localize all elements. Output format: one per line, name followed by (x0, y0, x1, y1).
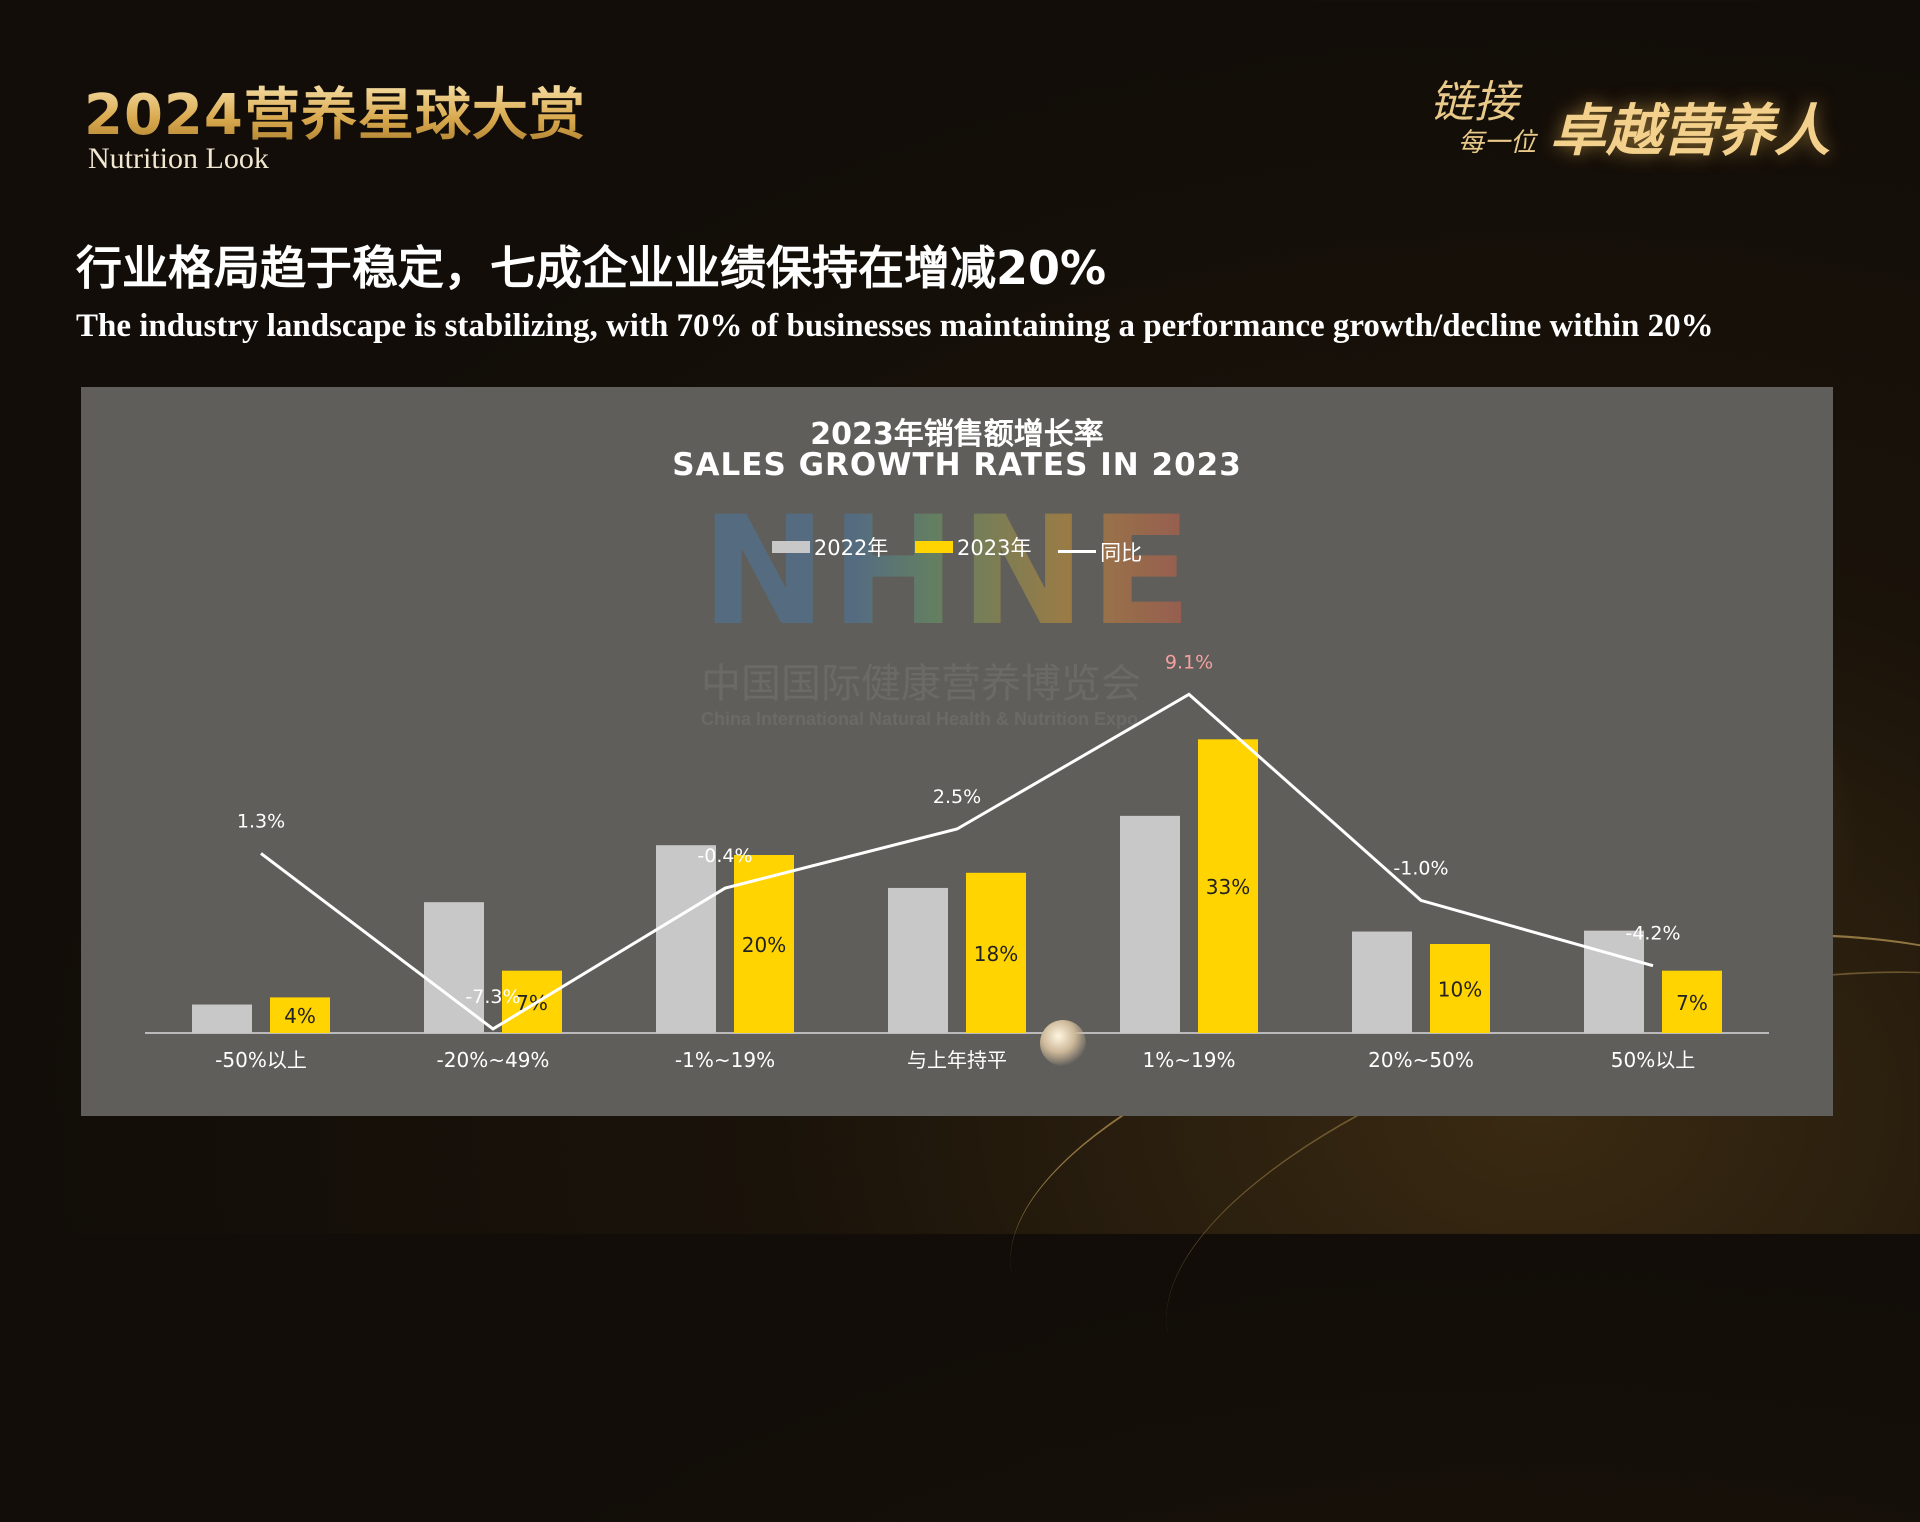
yoy-line (260, 692, 1654, 1031)
x-tick-label-2: -1%~19% (675, 1048, 775, 1072)
slogan-small-2: 每一位 (1458, 128, 1537, 158)
legend-label-2022: 2022年 (813, 536, 889, 560)
x-tick-label-5: 20%~50% (1368, 1048, 1474, 1072)
yoy-label-2: -0.4% (697, 845, 752, 867)
bar-2022-2 (656, 845, 716, 1033)
chart-panel: NHNE 中国国际健康营养博览会 China International Nat… (81, 387, 1833, 1116)
legend-line-yoy (1058, 550, 1097, 553)
brand-subtitle: Nutrition Look (88, 142, 269, 175)
bar-2023-label-3: 18% (974, 942, 1018, 966)
x-tick-label-0: -50%以上 (215, 1048, 307, 1072)
yoy-label-6: -4.2% (1625, 923, 1680, 945)
chart-subtitle: SALES GROWTH RATES IN 2023 (672, 447, 1242, 483)
glow-orb-decoration (1040, 1020, 1086, 1066)
headline-english: The industry landscape is stabilizing, w… (76, 308, 1714, 344)
x-tick-label-1: -20%~49% (437, 1048, 550, 1072)
bar-2023-0 (270, 997, 330, 1033)
legend-label-2023: 2023年 (957, 536, 1032, 560)
yoy-label-3: 2.5% (933, 786, 981, 808)
chart-legend: 2022年 2023年 同比 (81, 532, 1833, 567)
slogan-big: 卓越营养人 (1550, 98, 1830, 164)
bar-2022-6 (1584, 930, 1644, 1033)
legend-swatch-2023 (915, 541, 953, 553)
yoy-label-5: -1.0% (1393, 857, 1448, 879)
bar-2023-label-2: 20% (742, 933, 786, 957)
bar-2023-3 (966, 872, 1026, 1033)
bar-2022-5 (1352, 931, 1412, 1033)
bar-2022-3 (888, 887, 948, 1033)
x-tick-label-3: 与上年持平 (907, 1048, 1007, 1072)
bar-2023-label-4: 33% (1206, 875, 1250, 899)
brand-title: 2024营养星球大赏 (84, 70, 586, 151)
legend-item-yoy: 同比 (1058, 537, 1142, 567)
bar-2023-label-6: 7% (1676, 991, 1708, 1015)
headline-chinese: 行业格局趋于稳定，七成企业业绩保持在增减20% (76, 241, 1107, 295)
sales-growth-chart: 4% -50%以上 7% -20%~49% 20% -1%~19% 18% 与上年持平 33% 1… (145, 651, 1769, 1072)
bar-2023-1 (502, 970, 562, 1033)
slogan-logo: 链接 每一位 卓越营养人 (1430, 64, 1830, 174)
yoy-label-4: 9.1% (1165, 651, 1213, 673)
yoy-label-0: 1.3% (237, 810, 285, 832)
legend-swatch-2022 (771, 541, 810, 553)
x-tick-label-4: 1%~19% (1143, 1048, 1236, 1072)
bar-2022-0 (192, 1004, 252, 1033)
bar-2023-4 (1198, 739, 1258, 1033)
bar-2023-5 (1430, 944, 1490, 1033)
legend-item-2022: 2022年 (771, 532, 889, 562)
bar-2023-label-5: 10% (1438, 978, 1482, 1002)
slogan-small-1: 链接 (1430, 77, 1518, 128)
bar-2022-4 (1120, 815, 1180, 1033)
bar-2023-label-0: 4% (284, 1004, 316, 1028)
legend-item-2023: 2023年 (915, 532, 1031, 562)
x-tick-label-6: 50%以上 (1611, 1048, 1695, 1072)
bar-2023-6 (1662, 970, 1722, 1033)
chart-title: 2023年销售额增长率 (810, 417, 1104, 452)
legend-label-yoy: 同比 (1100, 540, 1143, 565)
yoy-label-1: -7.3% (465, 986, 520, 1008)
bar-2022-1 (424, 902, 484, 1033)
